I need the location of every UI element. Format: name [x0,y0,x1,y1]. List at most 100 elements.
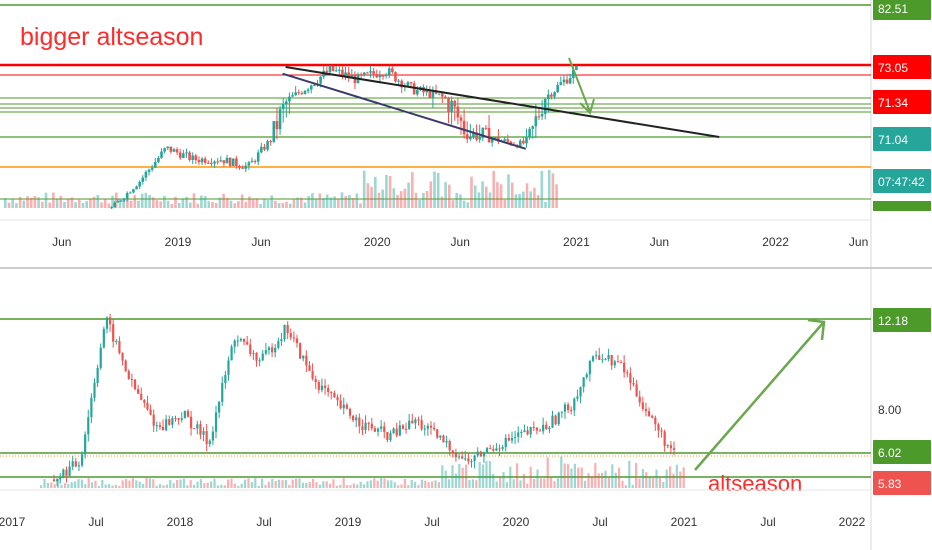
candle-body [338,69,341,71]
volume-bar [383,478,386,488]
candle-body [426,425,429,429]
candle-body [130,378,133,380]
candle-body [252,353,255,355]
candle-body [433,427,436,430]
volume-bar [159,201,162,208]
candle-body [461,456,464,459]
candle-body [266,141,269,150]
candle-body [554,415,557,425]
volume-bar [133,195,137,208]
volume-bar [481,181,484,208]
volume-bar [300,197,303,208]
time-tick-label: Jul [88,515,103,529]
volume-bar [567,464,570,488]
volume-bar [344,196,347,208]
candle-body [604,359,607,361]
candle-body [598,355,601,360]
candle-body [669,445,672,449]
volume-bar [509,466,512,488]
candle-body [657,424,660,431]
volume-bar [128,480,131,488]
volume-bar [97,485,100,488]
volume-bar [43,479,46,488]
volume-bar [551,173,555,208]
upper-chart-pane[interactable]: bigger altseason Jun 2019 Jun 2020 Jun 2021 Ju… [0,0,931,249]
candle-body [358,417,361,427]
volume-bar [505,482,508,488]
volume-bar [550,477,553,488]
volume-bar [563,463,566,488]
volume-bar [499,184,503,208]
volume-bar [192,193,196,208]
candle-body [236,340,239,342]
candle-body [77,465,81,467]
volume-bar [74,481,77,488]
candle-body [267,347,271,351]
volume-bar [631,484,634,488]
candle-body [216,161,219,163]
candle-body [283,324,286,340]
upper-candles [110,64,578,209]
candle-body [485,448,489,453]
candle-body [218,401,221,413]
volume-bar [142,483,145,488]
volume-bar [471,479,474,488]
volume-bar [641,469,644,488]
volume-bar [514,194,518,208]
candle-body [182,153,185,158]
candle-body [135,186,138,190]
candle-body [147,169,151,172]
volume-bar [369,480,372,488]
lower-chart-pane[interactable]: altseason 2017 Jul 2018 Jul 2019 Jul 2020 Jul 20… [0,308,931,529]
candle-body [437,93,441,95]
volume-bar [159,484,162,488]
price-badge [873,440,931,464]
candle-body [479,451,482,457]
volume-bar [322,481,325,488]
volume-bar [196,203,199,208]
candle-body [623,362,626,373]
volume-bar [114,484,117,488]
candle-body [348,408,352,416]
volume-bar [170,203,174,208]
volume-bar [270,195,273,208]
candle-body [351,415,355,421]
candle-body [308,365,311,371]
candle-body [644,408,648,412]
volume-bar [433,171,436,208]
volume-bar [533,478,536,488]
volume-bar [135,480,138,488]
price-badge-text: 6.02 [878,446,902,460]
candle-body [529,427,532,435]
volume-bar [11,198,14,208]
volume-bar [543,478,546,488]
volume-bar [271,478,274,488]
candle-body [125,192,129,199]
volume-bar [577,467,580,488]
candle-body [495,448,498,451]
candle-body [331,65,335,71]
lower-volume-bars [40,456,685,488]
candle-body [534,116,538,127]
volume-bar [333,196,336,208]
candle-body [469,137,472,140]
candle-body [498,448,501,450]
channel-lower-line [282,72,527,150]
volume-bar [553,481,556,488]
volume-bar [107,203,111,208]
candle-body [444,96,447,99]
volume-bar [348,194,351,208]
candle-body [439,435,442,438]
volume-bar [536,195,540,208]
volume-bar [560,456,563,488]
candle-body [362,72,366,76]
volume-bar [363,484,366,488]
candle-body [411,420,414,424]
candle-body [225,157,229,164]
candle-body [169,146,173,152]
candle-body [504,437,507,448]
volume-bar [155,200,159,208]
volume-bar [400,484,403,488]
time-tick-label: 2022 [839,515,866,529]
volume-bar [250,482,253,488]
